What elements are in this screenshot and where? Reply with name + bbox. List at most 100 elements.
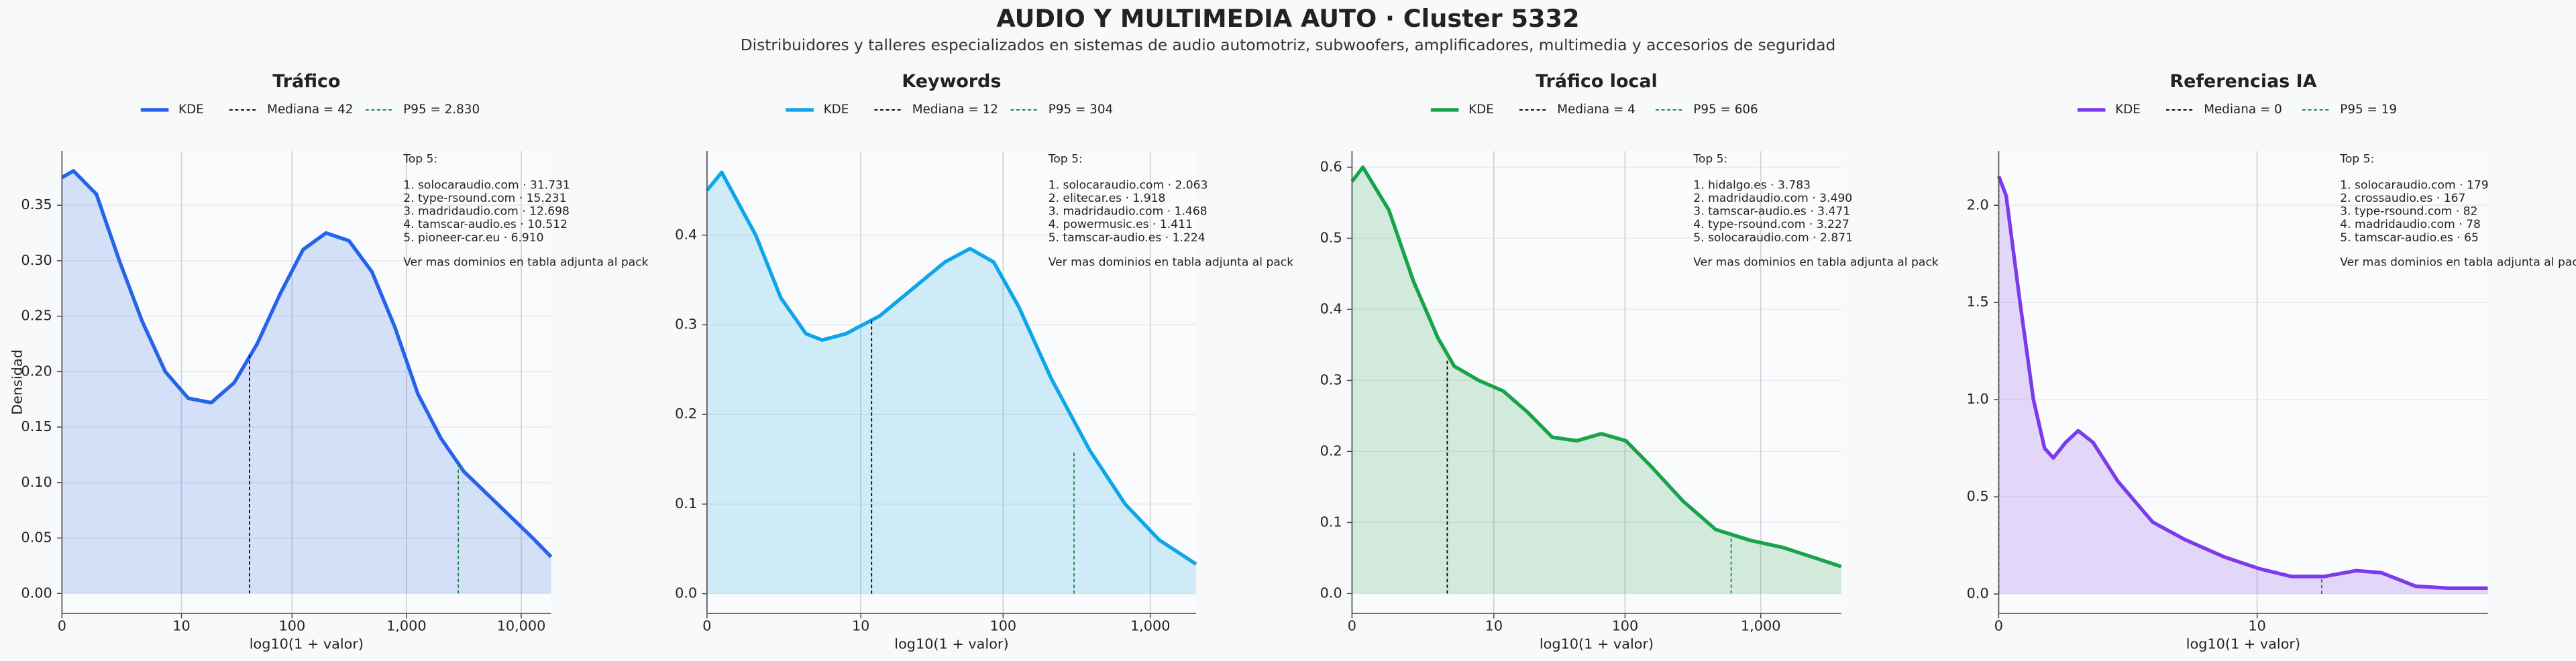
kde-area [1352,167,1841,594]
x-tick-label: 10 [852,618,869,634]
y-tick-label: 0.0 [1967,585,1989,601]
legend-label: Mediana = 4 [1557,103,1635,117]
annotation-line: 1. solocaraudio.com · 31.731 [403,178,570,192]
annotation-line: 5. tamscar-audio.es · 65 [2340,231,2479,245]
y-tick-label: 0.0 [1320,585,1342,601]
legend-label: KDE [824,103,849,117]
legend-label: KDE [178,103,204,117]
legend-label: P95 = 304 [1049,103,1113,117]
y-tick-label: 0.2 [1320,442,1342,459]
y-tick-label: 0.05 [21,530,52,546]
annotation-line: 2. madridaudio.com · 3.490 [1693,192,1852,205]
annotation-line: 2. elitecar.es · 1.918 [1049,192,1166,205]
panel-title: Tráfico local [1536,71,1658,92]
annotation-line: 5. pioneer-car.eu · 6.910 [403,231,543,245]
x-axis-label: log10(1 + valor) [894,636,1008,652]
y-tick-label: 0.6 [1320,158,1342,174]
y-tick-label: 0.35 [21,196,52,213]
kde-line [61,169,553,558]
x-tick-label: 10 [1485,618,1503,634]
chart-title: AUDIO Y MULTIMEDIA AUTO · Cluster 5332 [996,4,1579,33]
y-axis-label: Densidad [9,349,25,415]
annotation-line: 5. tamscar-audio.es · 1.224 [1049,231,1205,245]
annotation-line: 4. tamscar-audio.es · 10.512 [403,218,568,231]
annotation-line: 3. madridaudio.com · 1.468 [1049,205,1208,219]
x-tick-label: 10 [2248,618,2265,634]
legend-label: P95 = 2.830 [403,103,480,117]
y-tick-label: 0.4 [675,227,697,243]
y-tick-label: 0.15 [21,418,52,434]
legend-label: Mediana = 0 [2204,103,2282,117]
plot-area [1352,151,1841,614]
kde-area [62,170,551,594]
kde-line [1350,165,1842,568]
y-tick-label: 0.5 [1967,488,1989,504]
x-tick-label: 100 [1612,618,1639,634]
plot-area [62,151,551,614]
legend-label: KDE [2115,103,2141,117]
x-axis-label: log10(1 + valor) [250,636,364,652]
y-tick-label: 0.25 [21,308,52,324]
annotation-line: 4. madridaudio.com · 78 [2340,218,2481,231]
x-tick-label: 100 [279,618,306,634]
annotation-heading: Top 5: [2339,152,2374,166]
x-tick-label: 0 [1348,618,1356,634]
y-tick-label: 0.3 [675,316,697,332]
y-tick-label: 0.00 [21,585,52,601]
y-tick-label: 1.0 [1967,391,1989,407]
annotation-line: 3. madridaudio.com · 12.698 [403,205,570,219]
plot-area [1998,151,2488,614]
annotation-heading: Top 5: [1048,152,1083,166]
legend-label: Mediana = 42 [267,103,353,117]
x-tick-label: 1,000 [1741,618,1781,634]
x-tick-label: 10 [172,618,190,634]
annotation-line: 4. powermusic.es · 1.411 [1049,218,1193,231]
kde-line [705,170,1197,566]
y-tick-label: 0.4 [1320,300,1342,316]
legend-label: Mediana = 12 [912,103,998,117]
annotation-footer: Ver mas dominios en tabla adjunta al pac… [1049,255,1293,269]
legend-label: P95 = 606 [1693,103,1758,117]
chart-subtitle: Distribuidores y talleres especializados… [741,36,1835,54]
y-tick-label: 1.5 [1967,294,1989,310]
annotation-line: 1. hidalgo.es · 3.783 [1693,178,1811,192]
annotation-line: 2. crossaudio.es · 167 [2340,192,2465,205]
annotation-line: 2. type-rsound.com · 15.231 [403,192,566,205]
x-tick-label: 0 [1994,618,2003,634]
y-tick-label: 2.0 [1967,196,1989,213]
annotation-line: 1. solocaraudio.com · 179 [2340,178,2488,192]
y-tick-label: 0.5 [1320,229,1342,245]
x-axis-label: log10(1 + valor) [1540,636,1654,652]
x-tick-label: 0 [58,618,66,634]
x-axis-label: log10(1 + valor) [2186,636,2300,652]
annotation-footer: Ver mas dominios en tabla adjunta al pac… [403,255,648,269]
plot-area [706,151,1196,614]
x-tick-label: 0 [702,618,711,634]
annotation-line: 1. solocaraudio.com · 2.063 [1049,178,1208,192]
kde-area [1998,176,2488,595]
x-tick-label: 10,000 [497,618,546,634]
panel-title: Tráfico [272,71,340,92]
y-tick-label: 0.1 [1320,514,1342,530]
y-tick-label: 0.10 [21,474,52,490]
kde-line [1996,175,2488,591]
y-tick-label: 0.20 [21,363,52,379]
panel-title: Keywords [902,71,1001,92]
y-tick-label: 0.2 [675,406,697,422]
x-tick-label: 1,000 [386,618,427,634]
y-tick-label: 0.3 [1320,371,1342,387]
annotation-footer: Ver mas dominios en tabla adjunta al pac… [2340,255,2576,269]
x-tick-label: 100 [989,618,1016,634]
annotation-footer: Ver mas dominios en tabla adjunta al pac… [1693,255,1938,269]
annotation-line: 4. type-rsound.com · 3.227 [1693,218,1849,231]
panel-title: Referencias IA [2169,71,2316,92]
y-tick-label: 0.1 [675,495,697,512]
legend-label: KDE [1468,103,1494,117]
annotation-line: 3. tamscar-audio.es · 3.471 [1693,205,1850,219]
annotation-line: 5. solocaraudio.com · 2.871 [1693,231,1853,245]
annotation-heading: Top 5: [1693,152,1727,166]
y-tick-label: 0.0 [675,585,697,601]
x-tick-label: 1,000 [1130,618,1171,634]
